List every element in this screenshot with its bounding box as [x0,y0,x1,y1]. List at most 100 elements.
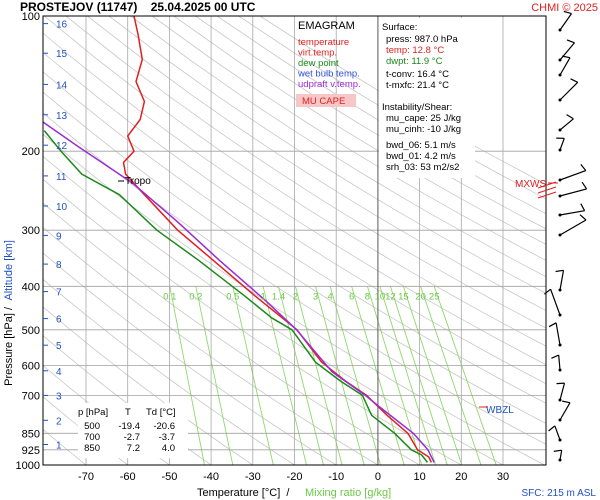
dry-adiabat [44,16,546,347]
wind-barb-staff [559,450,563,461]
table-cell: 700 [84,432,100,443]
mucape-box [296,94,356,107]
altitude-label: 11 [56,172,67,183]
level-table-background [78,403,188,458]
altitude-label: 15 [56,49,68,60]
wind-barb-flag [562,55,571,59]
altitude-label: 8 [56,260,62,271]
mixing-ratio-label: 1.4 [272,291,285,302]
temperature-tick-label: 30 [497,471,509,483]
wind-barb-flag [580,164,587,171]
mixing-ratio-label: 1 [260,291,265,302]
mixing-ratio-line [278,286,324,465]
table-header: p [hPa] [78,407,108,418]
pressure-tick-label: 850 [22,428,40,440]
mixing-ratio-label: 4 [328,291,333,302]
table-cell: 500 [84,421,100,432]
series-temperature [122,16,432,463]
table-header: T [125,407,131,418]
temperature-tick-label: -40 [203,471,219,483]
mixing-ratio-line [294,286,343,465]
instability-value: bwd_01: 4.2 m/s [386,151,456,162]
wind-barb-base [558,458,562,462]
mixing-ratio-line [402,286,463,465]
wind-barb-base [558,313,562,317]
x-axis-title-temperature: Temperature [°C] / [197,487,290,499]
wind-barb-staff [559,13,572,31]
instability-value: mu_cape: 25 J/kg [386,113,461,124]
dry-adiabat [43,32,546,366]
x-axis-title-mixing: Mixing ratio [g/kg] [305,487,391,499]
surface-value: dwpt: 11.9 °C [386,56,443,67]
mixing-ratio-label: 0.5 [226,291,239,302]
mucape-label: MU CAPE [302,96,345,107]
wind-barb-staff [555,322,561,346]
pressure-tick-label: 400 [22,281,40,293]
table-cell: -3.7 [159,432,175,443]
pressure-tick-label: 600 [22,360,40,372]
temperature-tick-label: -10 [328,471,344,483]
table-cell: 4.0 [162,443,175,454]
wind-barb-flag [548,322,557,328]
dry-adiabat [65,16,546,329]
wind-barb-staff [558,355,561,371]
wind-barb-flag [562,400,571,404]
series-udpraft-v-temp- [43,121,435,463]
dry-adiabat [108,16,546,294]
dry-adiabat [87,16,546,311]
temperature-tick-label: -70 [78,471,94,483]
wind-barb-staff [559,402,571,421]
surface-value: press: 987.0 hPa [386,34,459,45]
altitude-label: 4 [56,367,62,378]
altitude-label: 16 [56,20,68,31]
wind-barb-flag [566,114,574,120]
table-cell: 7.2 [127,443,140,454]
altitude-label: 12 [56,141,68,152]
wind-barb-staff [559,170,587,181]
altitude-label: 2 [56,416,62,427]
dry-adiabat [173,16,546,245]
wind-barb-flag [544,288,551,295]
mixing-ratio-label: 12 [385,291,396,302]
wind-barb-panel [537,10,588,462]
temperature-tick-label: -30 [245,471,261,483]
mixing-ratio-line [169,286,205,465]
altitude-label: 7 [56,288,62,299]
mixing-ratio-label: 25 [429,291,440,302]
altitude-label: 13 [56,111,68,122]
wind-barb-staff [559,118,574,131]
wind-barb-flag [580,203,586,211]
wind-barb-base [558,233,562,237]
instability-value: bwd_06: 5.1 m/s [386,140,456,151]
wind-barb-flag [566,39,575,44]
table-cell: 850 [84,443,100,454]
pressure-tick-label: 1000 [16,460,40,472]
wind-barb-base [558,398,562,402]
temperature-tick-label: 20 [455,471,467,483]
wind-barb-base [558,178,562,182]
mixing-ratio-label: 2 [293,291,298,302]
wind-barb-base [558,73,562,77]
instability-value: mu_cinh: -10 J/kg [386,124,461,135]
wind-barb-flag [570,78,578,83]
mixing-ratio-label: 10 [375,291,386,302]
mixing-ratio-line [433,286,497,465]
wind-barb-flag [551,354,559,359]
level-table-cells: p [hPa] T Td [°C] 500 -19.4 -20.6 700 -2.7 -3.7 8… [78,407,176,454]
wind-barb-staff [559,270,565,291]
altitude-label: 3 [56,391,62,402]
wind-barb-flag [579,214,587,221]
temperature-tick-label: -20 [287,471,303,483]
credit-text: CHMI © 2025 [531,2,598,14]
wind-barb-staff [554,425,561,441]
mixing-ratio-line [329,286,381,465]
table-cell: -20.6 [153,421,175,432]
mixing-ratio-label: 3 [313,291,318,302]
wind-barb-flag [548,425,556,432]
temperature-tick-label: -50 [161,471,177,483]
wbzl-label: WBZL [486,405,514,416]
mixing-ratio-label: 0.2 [189,291,202,302]
wind-barb-base [558,438,562,442]
